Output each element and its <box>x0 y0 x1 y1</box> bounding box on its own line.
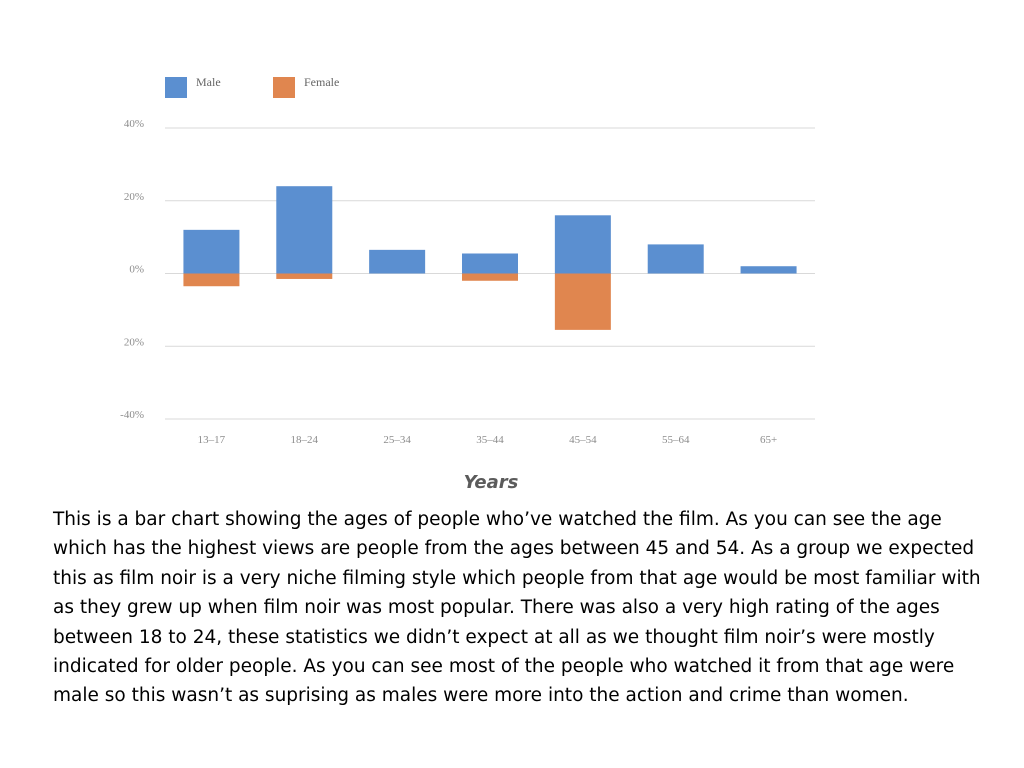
bar-male-1 <box>276 186 333 274</box>
x-tick-label: 35–44 <box>476 434 504 446</box>
bars <box>183 186 797 330</box>
x-tick-label: 13–17 <box>198 434 226 446</box>
bar-chart: Male Female 40% 20% 0% 20% -40% 13–17 18–24 25… <box>120 75 815 493</box>
chart-description: This is a bar chart showing the ages of … <box>53 509 981 707</box>
x-tick-label: 55–64 <box>662 434 690 446</box>
x-tick-label: 65+ <box>760 434 777 446</box>
bar-male-6 <box>740 266 797 274</box>
bar-male-0 <box>183 229 240 274</box>
x-axis-tick-labels: 13–17 18–24 25–34 35–44 45–54 55–64 65+ <box>198 434 778 446</box>
bar-female-1 <box>276 273 333 279</box>
y-tick-label: 40% <box>124 118 144 130</box>
x-tick-label: 45–54 <box>569 434 597 446</box>
y-tick-label: 0% <box>129 264 144 276</box>
bar-male-4 <box>554 215 611 274</box>
legend-label-female: Female <box>304 75 339 89</box>
bar-male-3 <box>462 253 518 274</box>
bar-female-3 <box>462 273 518 281</box>
y-tick-label: 20% <box>124 191 144 203</box>
y-tick-label: 20% <box>124 336 144 348</box>
bar-female-0 <box>183 273 240 287</box>
bar-male-2 <box>369 249 426 274</box>
legend-swatch-male <box>165 77 187 98</box>
legend-swatch-female <box>273 77 295 98</box>
y-tick-label: -40% <box>120 409 144 421</box>
x-axis-label: Years <box>464 472 519 493</box>
bar-female-4 <box>554 273 611 330</box>
legend: Male Female <box>165 75 339 98</box>
x-tick-label: 18–24 <box>291 434 319 446</box>
legend-label-male: Male <box>196 75 221 89</box>
y-axis-tick-labels: 40% 20% 0% 20% -40% <box>120 118 144 421</box>
bar-male-5 <box>647 244 704 274</box>
x-tick-label: 25–34 <box>383 434 411 446</box>
